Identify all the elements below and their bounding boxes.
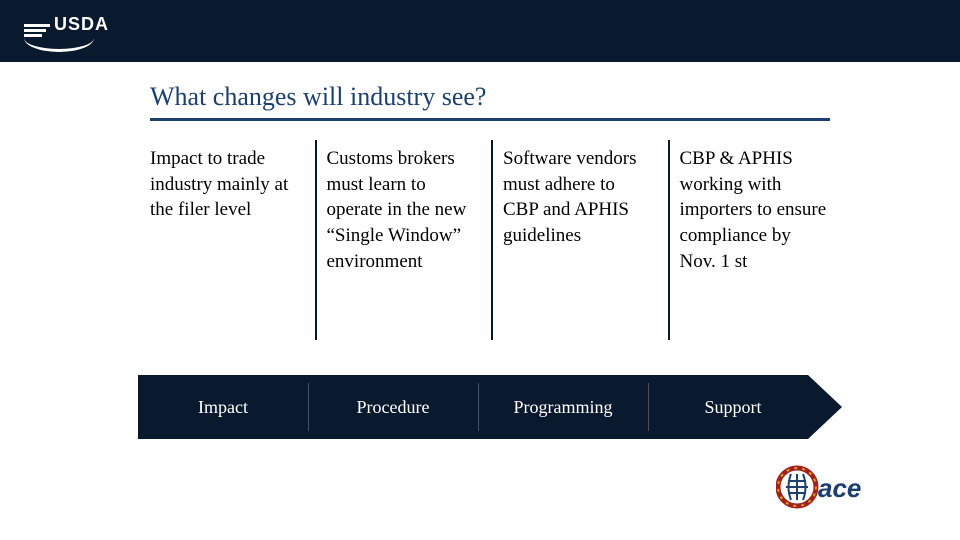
usda-stripes-icon [24, 24, 50, 39]
arrow-bar: Impact Procedure Programming Support [138, 375, 848, 439]
arrow-label-support: Support [648, 397, 818, 418]
column-text: CBP & APHIS working with importers to en… [680, 146, 831, 274]
header-bar: USDA [0, 0, 960, 62]
arrow-label-impact: Impact [138, 397, 308, 418]
ace-logo: ace [776, 462, 864, 512]
arrow-label-procedure: Procedure [308, 397, 478, 418]
arrow-separator [308, 383, 309, 431]
column-text: Software vendors must adhere to CBP and … [503, 146, 654, 249]
arrow-label-programming: Programming [478, 397, 648, 418]
column-text: Impact to trade industry mainly at the f… [150, 146, 301, 223]
column-procedure: Customs brokers must learn to operate in… [317, 140, 494, 340]
arrow-separator [478, 383, 479, 431]
arrow-separator [648, 383, 649, 431]
column-impact: Impact to trade industry mainly at the f… [150, 140, 317, 340]
usda-arc-icon [24, 38, 94, 52]
usda-logo: USDA [24, 10, 94, 52]
slide-title: What changes will industry see? [150, 82, 850, 112]
column-text: Customs brokers must learn to operate in… [327, 146, 478, 274]
content-columns: Impact to trade industry mainly at the f… [150, 140, 830, 340]
title-underline [150, 118, 830, 121]
column-programming: Software vendors must adhere to CBP and … [493, 140, 670, 340]
svg-text:ace: ace [818, 473, 861, 503]
usda-logo-text: USDA [54, 14, 109, 35]
column-support: CBP & APHIS working with importers to en… [670, 140, 831, 340]
slide-title-wrap: What changes will industry see? [150, 82, 850, 112]
